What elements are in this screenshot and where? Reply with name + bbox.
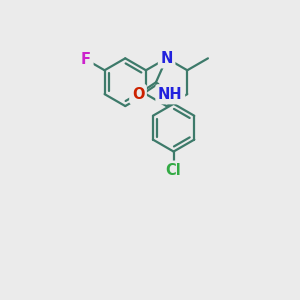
Text: Cl: Cl <box>166 163 182 178</box>
Text: O: O <box>132 87 144 102</box>
Text: F: F <box>81 52 91 67</box>
Text: NH: NH <box>158 87 183 102</box>
Text: N: N <box>160 51 173 66</box>
Text: Cl: Cl <box>166 163 182 178</box>
Text: O: O <box>132 87 144 102</box>
Text: F: F <box>81 52 91 67</box>
Text: NH: NH <box>158 87 183 102</box>
Text: N: N <box>160 51 173 66</box>
